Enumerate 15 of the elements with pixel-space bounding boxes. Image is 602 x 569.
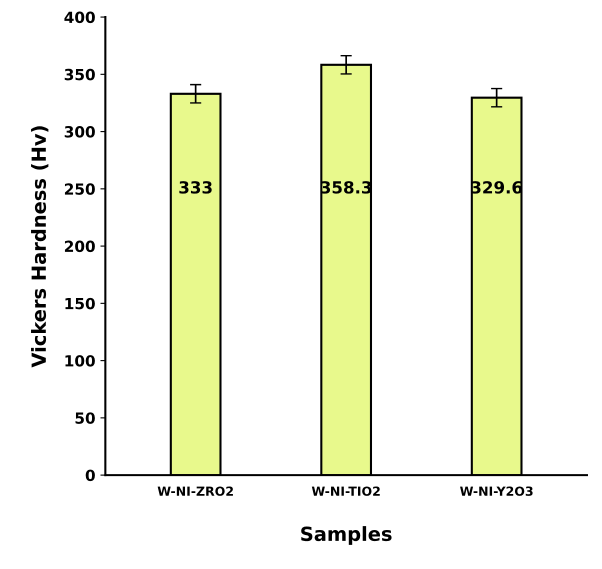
y-axis-title: Vickers Hardness (Hv) [31,126,48,368]
data-label: 333 [179,181,212,194]
y-tick-label: 150 [65,298,95,310]
x-tick-label: W-NI-TIO2 [312,486,380,496]
y-tick-label: 50 [76,412,95,424]
x-tick-label: W-NI-ZRO2 [158,486,233,496]
y-tick-label: 350 [64,68,95,80]
y-tick-label: 100 [65,355,95,367]
y-tick-label: 200 [64,240,95,252]
x-axis-title: Samples [301,526,392,545]
y-tick-label: 400 [64,12,95,24]
x-tick-label: W-NI-Y2O3 [460,486,533,496]
y-tick-label: 300 [64,126,95,138]
y-tick-label: 250 [64,183,95,195]
y-tick-label: 0 [86,470,95,482]
